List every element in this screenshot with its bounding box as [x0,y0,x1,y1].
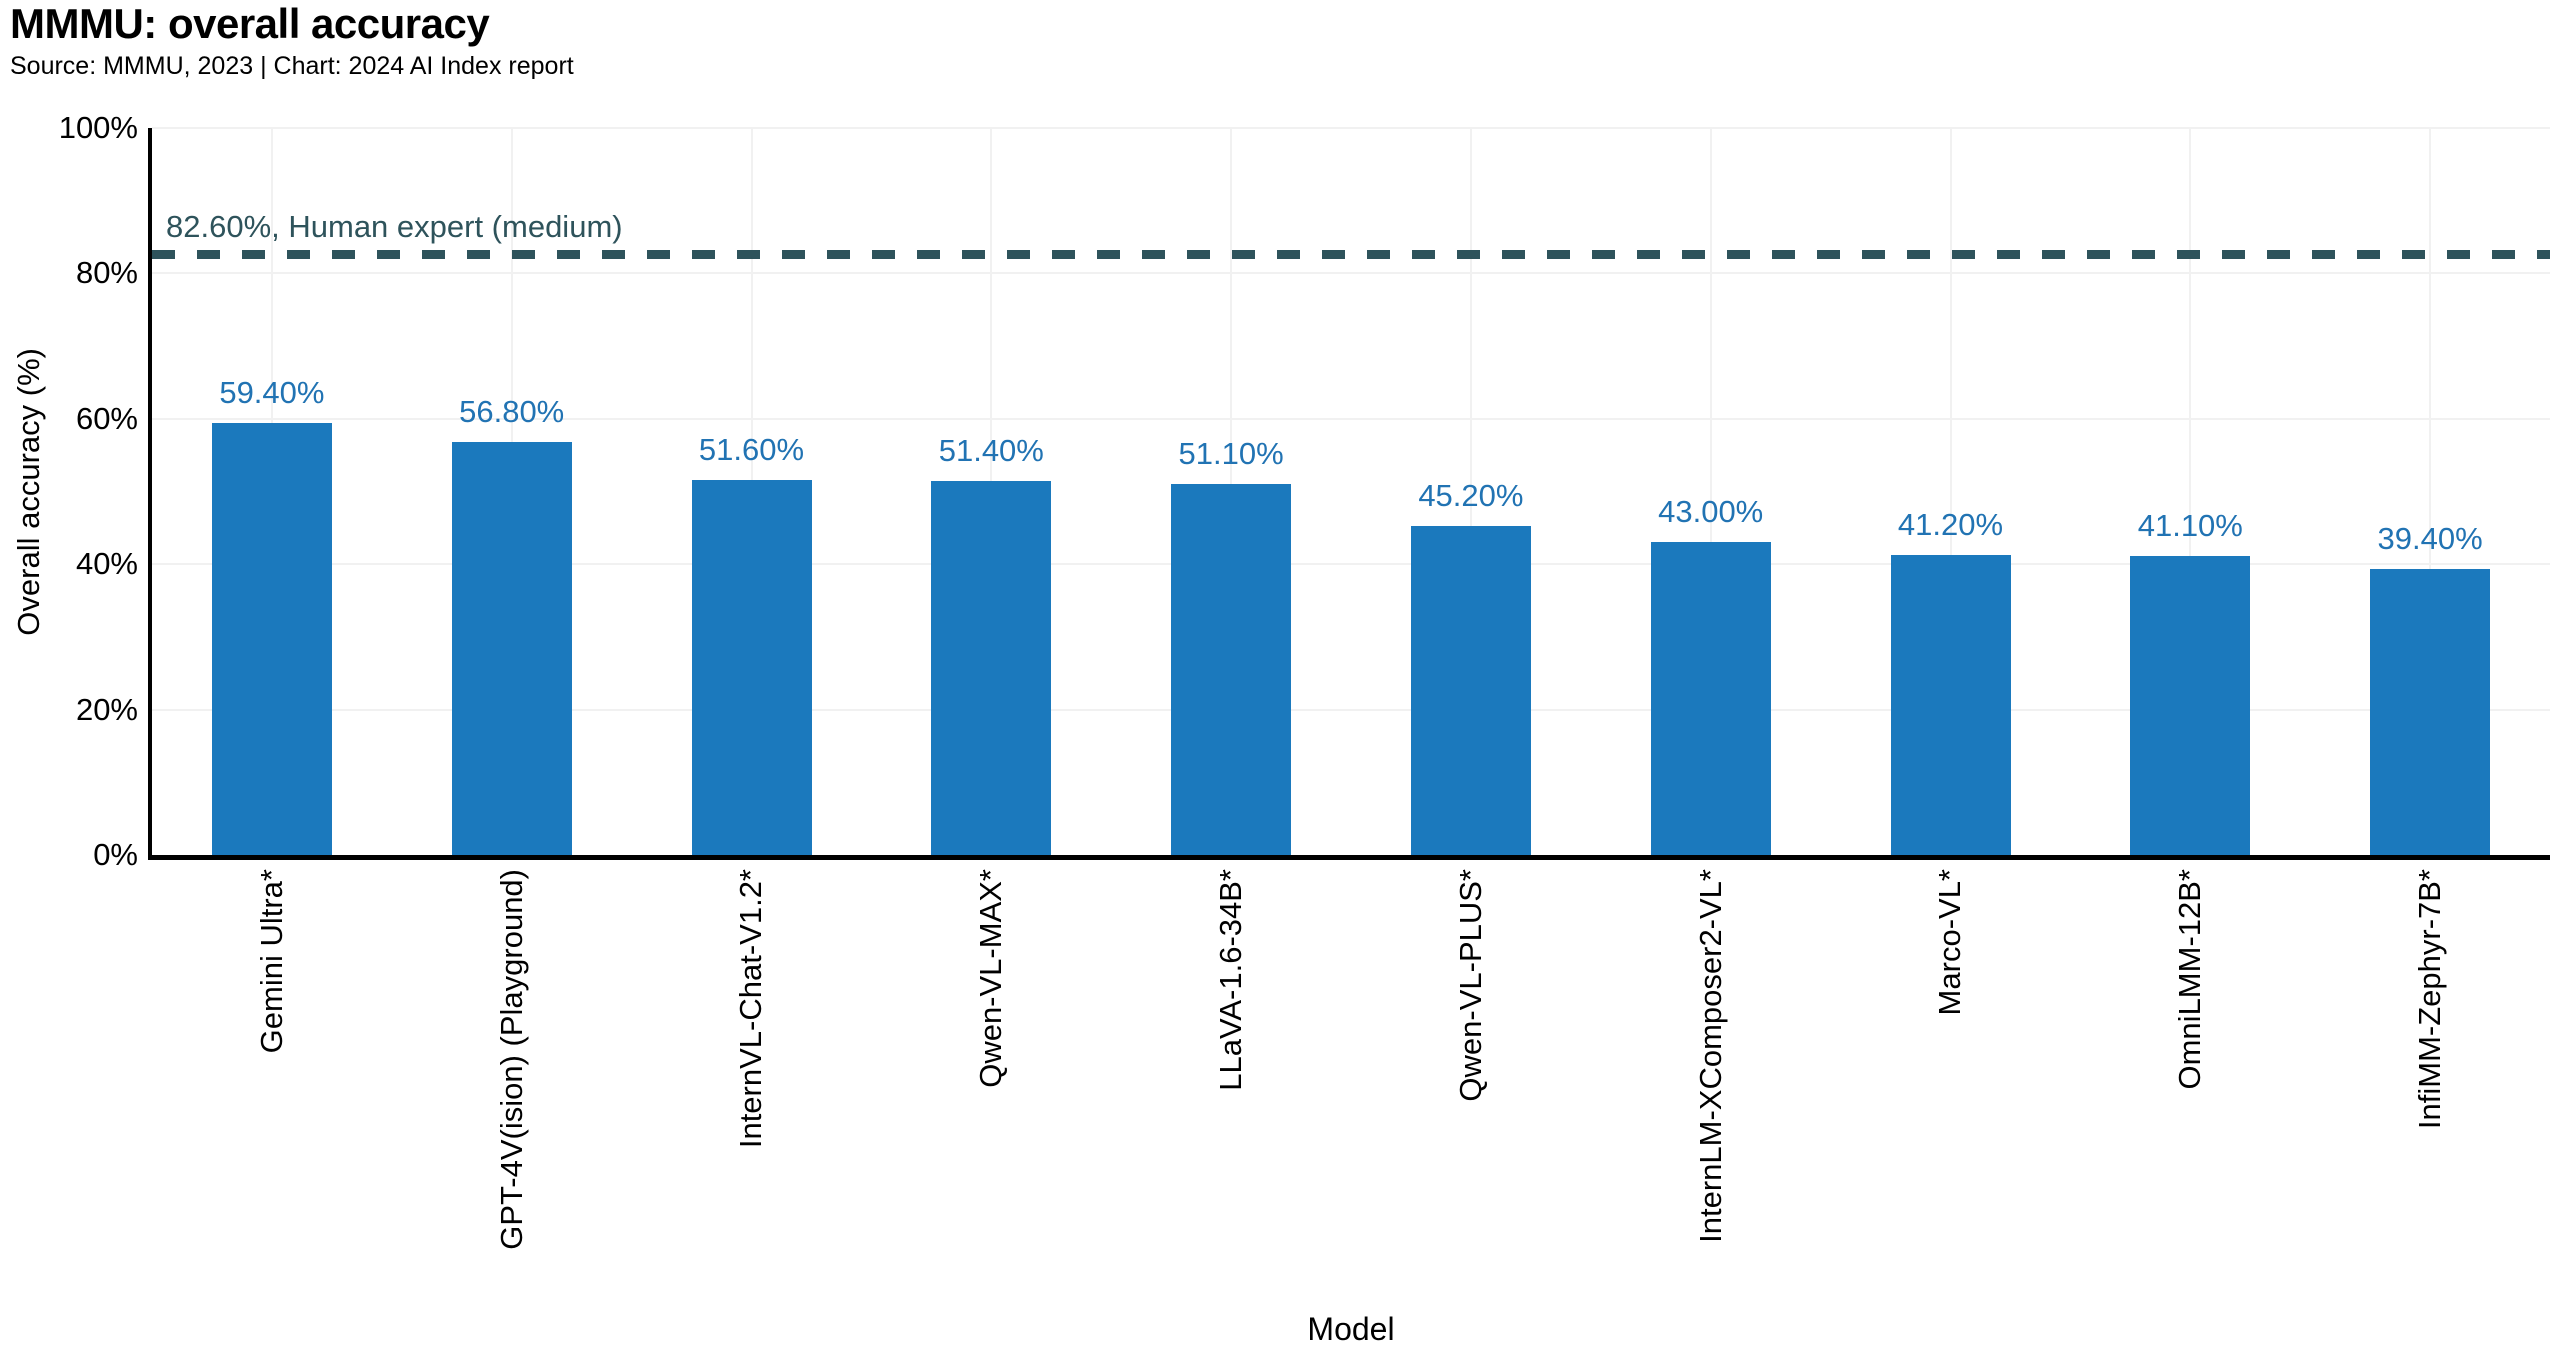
x-tick-label: InternVL-Chat-V1.2* [730,869,774,1148]
x-tick-label-text: InternLM-XComposer2-VL* [1692,869,1728,1243]
y-tick-label: 100% [58,110,138,145]
x-tick-label: OmniLMM-12B* [2168,869,2212,1090]
x-tick-label: Gemini Ultra* [250,869,294,1053]
bar-value-label: 39.40% [2377,520,2483,556]
x-tick-label: InternLM-XComposer2-VL* [1689,869,1733,1243]
bar [1410,526,1531,855]
x-tick-label: Qwen-VL-MAX* [969,869,1013,1088]
bar [1171,483,1292,855]
bar [2130,556,2251,855]
bar-value-label: 41.20% [1897,507,2004,543]
bar [931,481,1052,855]
bar [451,442,572,855]
chart-title: MMMU: overall accuracy [10,0,490,47]
y-tick-label: 60% [75,400,138,436]
y-axis-label-text: Overall accuracy (%) [11,347,46,636]
bar-value-label: 41.10% [2137,508,2243,544]
x-axis-label: Model [1307,1311,1395,1347]
gridline-horizontal-100 [152,127,2550,129]
y-tick-label: 0% [93,837,138,872]
x-tick-label: Marco-VL* [1929,869,1973,1015]
x-tick-label: GPT-4V(ision) (Playground) [490,869,534,1250]
x-tick-label-text: GPT-4V(ision) (Playground) [493,869,529,1250]
x-tick-label-text: Gemini Ultra* [253,869,289,1054]
y-tick-label: 80% [75,255,138,291]
y-axis-label: Overall accuracy (%) [6,128,52,855]
bar-value-label: 59.40% [219,375,325,411]
x-tick-label-text: InfiMM-Zephyr-7B* [2412,869,2448,1130]
x-tick-label-text: Qwen-VL-PLUS* [1452,869,1488,1102]
human-expert-reference-line [152,250,2550,260]
bar-value-label: 43.00% [1658,494,1764,530]
x-tick-label: Qwen-VL-PLUS* [1449,869,1493,1102]
x-tick-label-text: Qwen-VL-MAX* [973,869,1009,1088]
bar [1890,555,2011,855]
human-expert-reference-label: 82.60%, Human expert (medium) [166,209,623,245]
bar [1650,542,1771,855]
bar [211,423,332,855]
x-tick-label-text: OmniLMM-12B* [2172,869,2208,1090]
bar-value-label: 51.10% [1178,435,1284,471]
plot-area: 59.40% 56.80% 51.60% 51.40% 51.10% 45.20% 43.0… [148,127,2550,860]
chart-source-line: Source: MMMU, 2023 | Chart: 2024 AI Inde… [10,52,574,80]
bar-value-label: 45.20% [1418,478,1524,514]
bar [2370,568,2491,855]
y-tick-label: 20% [75,691,138,727]
bar-value-label: 51.60% [698,431,805,467]
x-tick-label: LLaVA-1.6-34B* [1209,869,1253,1091]
x-tick-label-text: Marco-VL* [1932,869,1968,1016]
bar-value-label: 56.80% [459,394,565,430]
bar [691,479,812,855]
gridline-horizontal-80 [152,272,2550,275]
bar-value-label: 51.40% [938,433,1044,469]
x-tick-label-text: LLaVA-1.6-34B* [1213,869,1249,1091]
x-tick-label: InfiMM-Zephyr-7B* [2408,869,2452,1129]
x-tick-label-text: InternVL-Chat-V1.2* [733,869,769,1149]
y-tick-label: 40% [75,546,138,582]
